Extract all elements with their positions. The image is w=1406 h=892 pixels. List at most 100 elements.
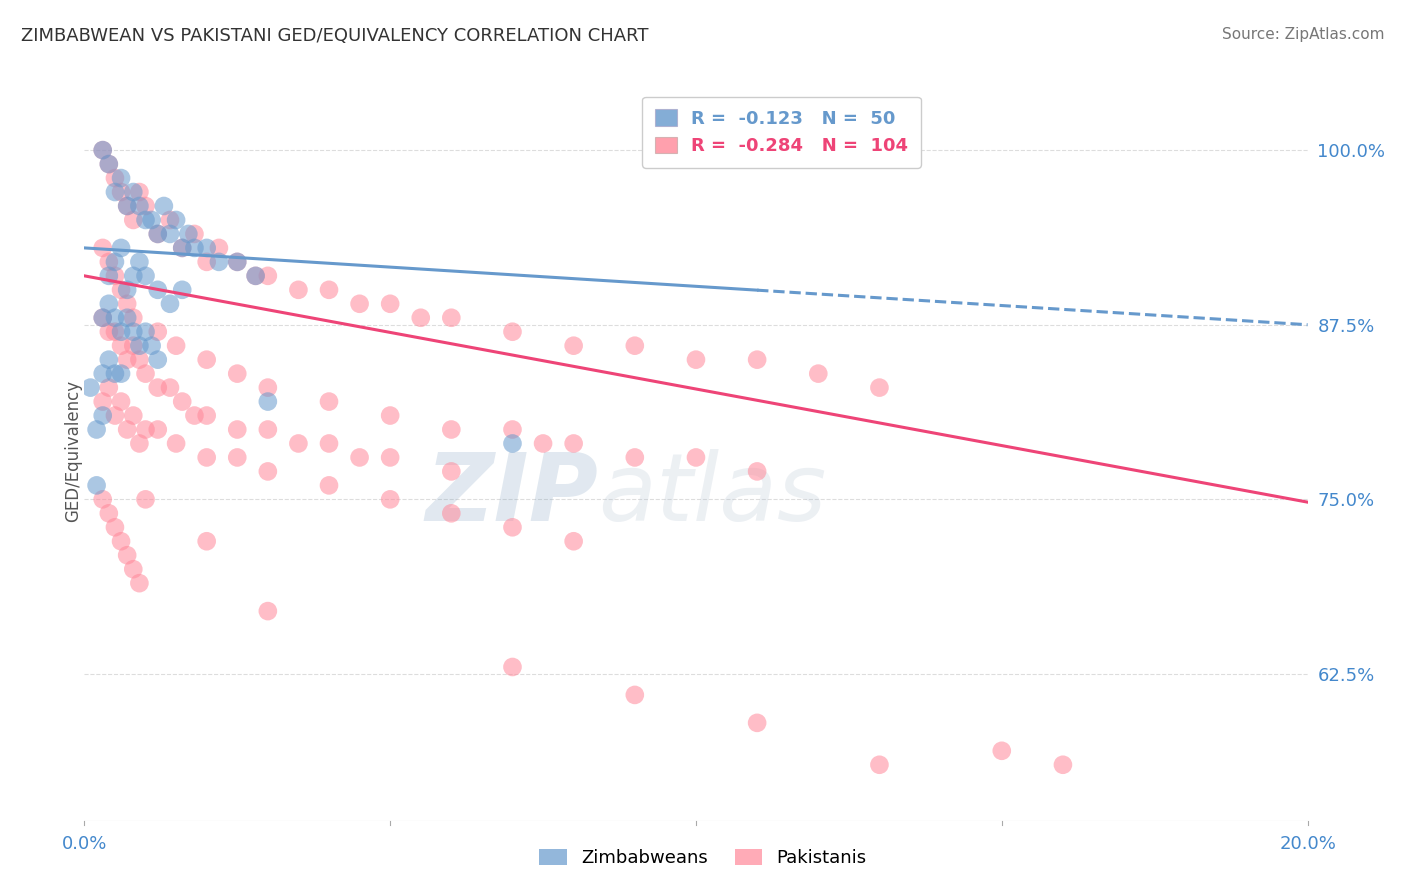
Point: [531, 436, 554, 450]
Point: [380, 409, 402, 423]
Point: [624, 450, 647, 465]
Point: [177, 227, 200, 241]
Point: [97, 157, 120, 171]
Legend: Zimbabweans, Pakistanis: Zimbabweans, Pakistanis: [533, 841, 873, 874]
Point: [1052, 757, 1074, 772]
Point: [159, 227, 181, 241]
Point: [97, 506, 120, 520]
Point: [135, 268, 157, 283]
Point: [86, 478, 108, 492]
Point: [318, 478, 340, 492]
Point: [195, 534, 218, 549]
Point: [91, 241, 114, 255]
Point: [318, 283, 340, 297]
Point: [91, 394, 114, 409]
Point: [146, 352, 169, 367]
Point: [97, 297, 120, 311]
Point: [159, 213, 181, 227]
Point: [226, 423, 249, 437]
Point: [115, 297, 138, 311]
Point: [135, 199, 157, 213]
Point: [502, 520, 524, 534]
Point: [135, 213, 157, 227]
Point: [380, 450, 402, 465]
Point: [172, 241, 194, 255]
Point: [115, 352, 138, 367]
Point: [195, 450, 218, 465]
Point: [153, 199, 176, 213]
Point: [165, 339, 187, 353]
Point: [685, 352, 707, 367]
Point: [104, 310, 127, 325]
Point: [146, 283, 169, 297]
Point: [128, 255, 150, 269]
Point: [159, 381, 181, 395]
Point: [115, 283, 138, 297]
Point: [91, 367, 114, 381]
Point: [104, 520, 127, 534]
Text: ZIMBABWEAN VS PAKISTANI GED/EQUIVALENCY CORRELATION CHART: ZIMBABWEAN VS PAKISTANI GED/EQUIVALENCY …: [21, 27, 648, 45]
Point: [104, 255, 127, 269]
Point: [226, 450, 249, 465]
Point: [110, 185, 132, 199]
Point: [747, 715, 769, 730]
Point: [110, 534, 132, 549]
Point: [245, 268, 267, 283]
Point: [104, 268, 127, 283]
Text: atlas: atlas: [598, 450, 827, 541]
Point: [115, 423, 138, 437]
Point: [685, 450, 707, 465]
Point: [146, 325, 169, 339]
Point: [122, 409, 145, 423]
Point: [172, 283, 194, 297]
Point: [440, 423, 463, 437]
Point: [110, 171, 132, 186]
Point: [104, 325, 127, 339]
Point: [141, 339, 163, 353]
Point: [349, 450, 371, 465]
Point: [562, 339, 585, 353]
Text: Source: ZipAtlas.com: Source: ZipAtlas.com: [1222, 27, 1385, 42]
Point: [195, 352, 218, 367]
Point: [146, 423, 169, 437]
Point: [257, 381, 280, 395]
Point: [141, 213, 163, 227]
Point: [97, 325, 120, 339]
Point: [380, 492, 402, 507]
Point: [502, 660, 524, 674]
Point: [79, 381, 101, 395]
Point: [122, 325, 145, 339]
Point: [91, 409, 114, 423]
Point: [115, 548, 138, 562]
Point: [97, 352, 120, 367]
Point: [97, 157, 120, 171]
Point: [110, 339, 132, 353]
Point: [115, 310, 138, 325]
Point: [128, 339, 150, 353]
Text: 20.0%: 20.0%: [1279, 835, 1336, 853]
Point: [97, 268, 120, 283]
Point: [128, 576, 150, 591]
Point: [747, 352, 769, 367]
Point: [115, 199, 138, 213]
Point: [869, 757, 891, 772]
Point: [380, 297, 402, 311]
Point: [502, 423, 524, 437]
Point: [245, 268, 267, 283]
Legend: R =  -0.123   N =  50, R =  -0.284   N =  104: R = -0.123 N = 50, R = -0.284 N = 104: [643, 96, 921, 168]
Point: [97, 381, 120, 395]
Point: [409, 310, 432, 325]
Point: [86, 423, 108, 437]
Point: [135, 492, 157, 507]
Point: [110, 394, 132, 409]
Point: [195, 255, 218, 269]
Point: [122, 310, 145, 325]
Point: [562, 436, 585, 450]
Point: [122, 213, 145, 227]
Point: [318, 436, 340, 450]
Point: [624, 339, 647, 353]
Point: [91, 310, 114, 325]
Point: [747, 464, 769, 478]
Point: [195, 241, 218, 255]
Point: [146, 227, 169, 241]
